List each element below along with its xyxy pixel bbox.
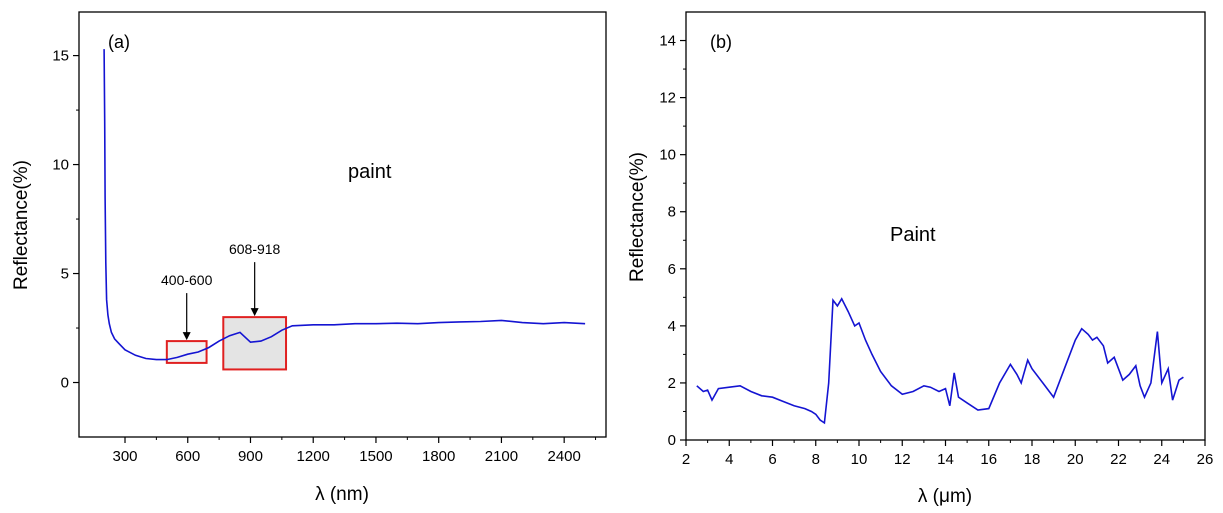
series-line-a bbox=[103, 49, 586, 361]
y-ticks-b: 0 2 4 6 8 10 12 14 bbox=[659, 33, 686, 449]
x-tick-label: 2400 bbox=[547, 448, 580, 465]
x-tick-label: 900 bbox=[238, 448, 263, 465]
region-label: 400-600 bbox=[161, 272, 213, 288]
x-tick-label: 2 bbox=[682, 451, 690, 468]
x-tick-label: 10 bbox=[851, 451, 868, 468]
x-ticks-a: 300 600 900 1200 1500 1800 2100 2400 bbox=[112, 437, 597, 465]
y-tick-label: 10 bbox=[659, 147, 676, 164]
x-ticks-b: 2 4 6 8 10 12 14 16 18 20 22 24 26 bbox=[682, 440, 1214, 468]
y-tick-label: 8 bbox=[668, 204, 676, 221]
y-tick-label: 14 bbox=[659, 33, 676, 50]
x-tick-label: 300 bbox=[112, 448, 137, 465]
x-tick-label: 600 bbox=[175, 448, 200, 465]
y-axis-label-a: Reflectance(%) bbox=[11, 160, 32, 290]
x-tick-label: 1800 bbox=[422, 448, 455, 465]
y-ticks-a: 0 5 10 15 bbox=[52, 48, 79, 392]
y-tick-label: 12 bbox=[659, 90, 676, 107]
annotation-a: paint bbox=[348, 161, 392, 183]
x-tick-label: 8 bbox=[812, 451, 820, 468]
y-tick-label: 0 bbox=[668, 432, 676, 449]
x-tick-label: 1200 bbox=[297, 448, 330, 465]
y-axis-label-b: Reflectance(%) bbox=[627, 152, 648, 282]
y-tick-label: 0 bbox=[61, 375, 69, 392]
x-tick-label: 18 bbox=[1024, 451, 1041, 468]
chart-panel-a: 300 600 900 1200 1500 1800 2100 2400 0 5 10 15 400… bbox=[11, 11, 607, 505]
region-arrow-head bbox=[182, 332, 191, 341]
x-tick-label: 26 bbox=[1197, 451, 1214, 468]
y-tick-label: 6 bbox=[668, 261, 676, 278]
highlight-regions-a: 400-600 608-918 bbox=[161, 241, 288, 371]
x-tick-label: 22 bbox=[1110, 451, 1127, 468]
x-tick-label: 20 bbox=[1067, 451, 1084, 468]
y-tick-label: 2 bbox=[668, 375, 676, 392]
x-tick-label: 6 bbox=[768, 451, 776, 468]
annotation-b: Paint bbox=[890, 224, 936, 246]
region-arrow-head bbox=[250, 308, 259, 317]
x-tick-label: 2100 bbox=[485, 448, 518, 465]
x-tick-label: 16 bbox=[980, 451, 997, 468]
series-line-b bbox=[696, 297, 1184, 425]
y-tick-label: 5 bbox=[61, 266, 69, 283]
x-tick-label: 24 bbox=[1153, 451, 1170, 468]
y-tick-label: 4 bbox=[668, 318, 676, 335]
x-axis-label-a: λ (nm) bbox=[315, 484, 369, 505]
plot-frame-a bbox=[78, 11, 607, 438]
y-tick-label: 10 bbox=[52, 157, 69, 174]
region-label: 608-918 bbox=[229, 241, 281, 257]
panel-label-a: (a) bbox=[108, 32, 130, 52]
y-tick-label: 15 bbox=[52, 48, 69, 65]
x-tick-label: 12 bbox=[894, 451, 911, 468]
x-tick-label: 14 bbox=[937, 451, 954, 468]
highlight-box bbox=[222, 316, 288, 371]
highlight-box bbox=[165, 340, 208, 364]
panel-label-b: (b) bbox=[710, 32, 732, 52]
x-tick-label: 1500 bbox=[359, 448, 392, 465]
x-tick-label: 4 bbox=[725, 451, 733, 468]
x-axis-label-b: λ (μm) bbox=[918, 486, 972, 507]
